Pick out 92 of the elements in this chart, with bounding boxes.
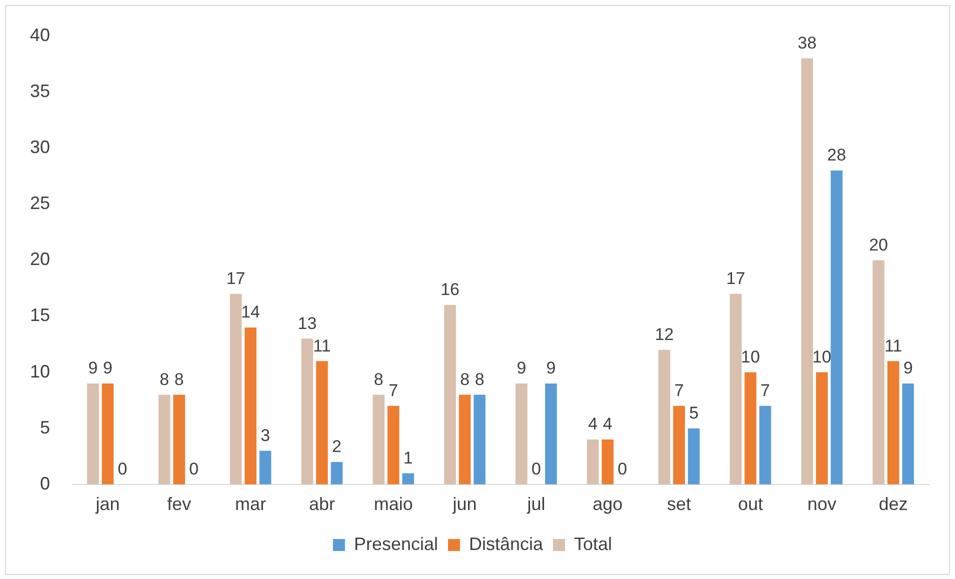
x-tick-label: abr: [308, 494, 335, 514]
x-tick-label: jan: [94, 494, 120, 514]
x-tick-label: dez: [878, 494, 908, 514]
data-label: 2: [332, 437, 342, 456]
bar: [830, 170, 843, 484]
data-label: 7: [388, 381, 398, 400]
data-label: 14: [241, 302, 260, 322]
data-label: 28: [827, 146, 846, 165]
bar: [301, 338, 314, 484]
y-tick-label: 10: [30, 361, 50, 382]
bar: [545, 384, 557, 484]
x-tick-label: mar: [235, 494, 266, 514]
bar: [330, 462, 343, 484]
data-label: 4: [602, 414, 612, 434]
x-tick-label: fev: [167, 494, 192, 514]
bar: [516, 384, 528, 484]
y-tick-label: 15: [30, 305, 50, 326]
legend-label: Distância: [468, 534, 544, 554]
bar: [816, 372, 828, 484]
y-tick-label: 5: [40, 417, 50, 438]
data-label: 5: [689, 404, 699, 423]
bar: [230, 294, 242, 484]
bar: [458, 394, 471, 484]
data-label: 20: [869, 235, 888, 254]
data-label: 0: [189, 460, 199, 479]
x-tick-label: set: [667, 494, 692, 514]
data-label: 1: [403, 448, 413, 468]
bar: [173, 394, 186, 484]
y-tick-label: 40: [30, 24, 50, 45]
x-tick-label: out: [738, 494, 763, 514]
bar: [158, 394, 170, 484]
bar: [87, 384, 99, 484]
bar: [872, 260, 884, 484]
data-label: 4: [588, 414, 598, 434]
y-tick-label: 20: [30, 249, 50, 270]
data-label: 8: [174, 370, 184, 389]
bar: [444, 305, 456, 484]
data-label: 38: [798, 34, 817, 53]
bar: [902, 384, 914, 484]
y-tick-label: 25: [30, 193, 50, 214]
data-label: 16: [440, 280, 460, 300]
bar: [801, 58, 814, 484]
x-tick-label: ago: [592, 494, 623, 514]
bar: [744, 372, 756, 484]
data-label: 17: [726, 269, 746, 288]
bar: [372, 394, 385, 484]
legend-label: Presencial: [354, 534, 438, 554]
bar: [688, 428, 700, 484]
data-label: 3: [260, 426, 270, 445]
bar: [102, 384, 114, 484]
data-label: 8: [160, 370, 170, 389]
data-label: 9: [88, 358, 98, 378]
bar: [586, 440, 599, 484]
bar: [244, 327, 256, 484]
data-label: 7: [674, 381, 684, 400]
bar: [887, 361, 900, 484]
x-tick-label: nov: [807, 494, 836, 514]
data-label: 9: [903, 358, 913, 378]
data-label: 10: [812, 347, 832, 366]
bar: [316, 361, 328, 484]
x-tick-label: jun: [452, 494, 477, 514]
data-label: 0: [531, 460, 541, 479]
data-label: 12: [654, 325, 674, 344]
x-tick-label: jul: [526, 494, 546, 514]
data-label: 8: [474, 370, 484, 389]
data-label: 8: [374, 370, 384, 389]
y-tick-label: 35: [30, 81, 50, 102]
y-tick-label: 0: [40, 473, 50, 494]
y-tick-label: 30: [30, 137, 50, 158]
bar: [259, 450, 272, 484]
legend-label: Total: [574, 534, 612, 554]
bar: [402, 473, 414, 484]
bar: [658, 350, 670, 484]
data-label: 9: [516, 358, 526, 378]
data-label: 13: [298, 314, 317, 333]
data-label: 9: [546, 358, 556, 378]
data-label: 17: [226, 269, 246, 288]
data-label: 10: [741, 347, 760, 366]
bar: [474, 394, 486, 484]
x-tick-label: maio: [374, 494, 413, 514]
bar: [673, 406, 685, 484]
data-label: 8: [460, 370, 470, 389]
bar: [602, 440, 614, 484]
bar: [387, 406, 400, 484]
bar: [759, 406, 772, 484]
data-label: 0: [118, 460, 128, 479]
data-label: 7: [760, 381, 770, 400]
data-label: 0: [618, 460, 628, 479]
data-label: 11: [313, 336, 331, 356]
data-label: 9: [102, 358, 112, 378]
data-label: 11: [884, 336, 902, 356]
bar: [730, 294, 742, 484]
